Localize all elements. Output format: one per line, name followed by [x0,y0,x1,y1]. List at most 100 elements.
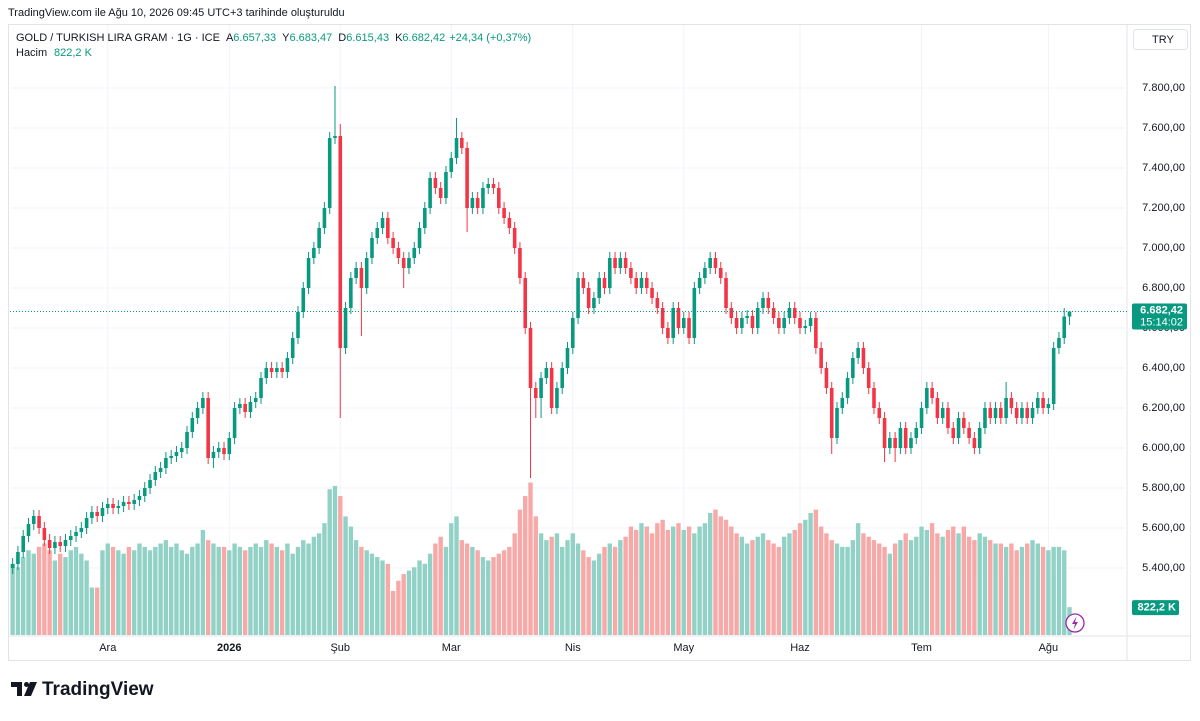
volume-bar [644,526,649,635]
volume-bar [951,526,956,635]
candle-body [253,398,258,402]
volume-bar [110,546,116,635]
volume-bar [105,543,110,635]
volume-bar [438,536,443,635]
volume-bar [612,546,618,635]
candle-body [576,278,580,318]
volume-bar [887,553,893,635]
candle-body [37,516,41,528]
candle-body [317,228,321,248]
labels: 5.400,00 5.600,00 5.800,00 6.000,00 6.200,00… [10,82,1187,654]
currency-button[interactable] [1133,29,1188,50]
candle-body [275,368,279,372]
candle-body [121,502,126,506]
volume-bar [702,523,708,635]
volume-bar [914,536,919,635]
currency[interactable]: TRY [1152,34,1174,46]
ohlc-key: Y [282,32,290,44]
y-tick-label: 7.000,00 [1142,242,1185,254]
candle-body [105,504,110,508]
volume-bar [58,553,63,635]
candle-body [607,258,612,288]
candle-body [195,408,200,418]
volume-bar [581,550,586,635]
volume-bar [327,489,332,635]
volume-bar [338,496,343,635]
volume-bar [929,523,935,635]
volume-bar [306,543,311,635]
x-tick-label: Ara [99,642,117,654]
volume-bar [692,533,697,635]
volume-bar [829,540,834,635]
candle-body [74,532,78,536]
x-tick-label: Tem [911,642,932,654]
volume-bar [956,533,961,635]
candle-body [1041,398,1045,408]
candle-body [502,208,506,218]
volume-bar [634,529,639,635]
volume-bar [26,550,31,635]
volume-bar [459,540,465,635]
volume-bar [1040,546,1046,635]
volume-bar [787,533,792,635]
volume-bar [443,546,449,635]
candle-body [898,428,903,448]
volume-bar [549,536,554,635]
candle-body [396,248,401,258]
candle-body [713,258,718,268]
candle-body [79,528,84,532]
candle-body [771,308,776,318]
candle-body [227,438,232,454]
y-tick-label: 5.400,00 [1142,562,1185,574]
volume-bar [205,540,211,635]
candle-body [53,542,57,548]
y-tick-label: 5.800,00 [1142,482,1185,494]
candle-body [338,136,343,348]
volume-bar [221,546,227,635]
candle-body [935,398,940,418]
candle-body [259,378,263,398]
volume-bar [618,540,623,635]
candle-body [211,452,216,458]
x-tick-label: Ağu [1039,642,1059,654]
candle-body [449,158,454,172]
volume-bar [42,543,47,635]
volume-bar [882,546,887,635]
candle-body [940,408,945,418]
candle-body [16,552,20,564]
candle-body [977,428,982,448]
volume-value: 822,2 K [54,47,93,59]
candle-body [570,318,575,348]
candle-body [58,542,62,546]
y-tick-label: 7.600,00 [1142,122,1185,134]
candle-body [602,278,607,288]
y-tick-label: 6.200,00 [1142,402,1185,414]
candle-body [882,418,887,448]
candle-body [327,138,332,208]
candle-body [644,278,649,288]
volume-bar [84,560,89,635]
candle-body [983,408,987,428]
volume-bar [681,529,686,635]
volume-bar [649,533,655,635]
volume-bar [390,590,396,635]
ohlc-value: 6.657,33 [233,32,276,44]
candle-body [634,278,638,288]
volume-bar [195,543,200,635]
volume-bar [491,557,496,635]
candle-body [465,148,469,208]
candle-body [42,528,47,540]
volume-bar [665,529,671,635]
candle-body [703,268,707,278]
x-tick-label: Nis [565,642,581,654]
x-tick-label: 2026 [217,642,241,654]
volume-bar [755,536,760,635]
candle-body [861,348,866,368]
candle-body [206,398,210,458]
candle-body [549,368,554,408]
volume-bar [279,550,285,635]
volume-bar [396,580,401,635]
candle-body [650,288,654,298]
candle-body [153,472,158,480]
volume-label-box [1132,600,1179,616]
